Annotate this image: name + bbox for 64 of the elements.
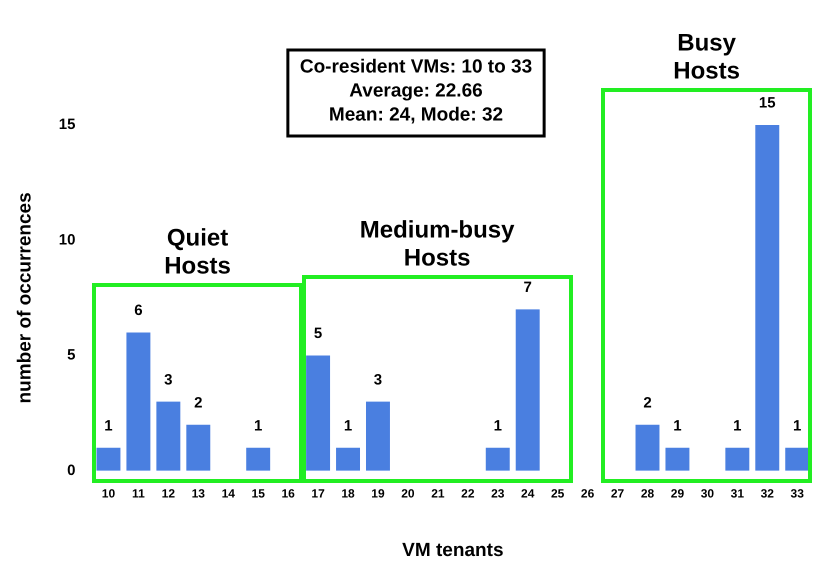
bar xyxy=(636,424,660,471)
x-tick-label: 33 xyxy=(790,486,804,500)
x-tick-label: 19 xyxy=(371,486,385,500)
x-tick-label: 28 xyxy=(640,486,654,500)
bar xyxy=(306,356,330,471)
y-tick-label: 10 xyxy=(58,231,76,248)
bar xyxy=(785,448,810,471)
x-tick-label: 30 xyxy=(700,486,714,500)
data-label: 3 xyxy=(374,371,382,388)
annotation: Co-resident VMs: 10 to 33 Average: 22.66 Mean: 24, Mode: 32 xyxy=(300,56,532,126)
y-tick-label: 15 xyxy=(58,116,76,134)
text: Busy Hosts xyxy=(673,30,740,85)
data-label: 6 xyxy=(134,302,143,320)
x-tick-label: 11 xyxy=(132,486,146,500)
data-label: 2 xyxy=(643,394,652,412)
bar xyxy=(366,402,390,471)
x-tick-label: 16 xyxy=(281,486,296,500)
y-axis-title: number of occurrences xyxy=(14,192,36,404)
bar xyxy=(186,424,210,471)
bar xyxy=(665,448,690,471)
annotation: Medium-busy Hosts xyxy=(360,216,516,272)
x-tick-label: 24 xyxy=(521,486,535,500)
data-label: 2 xyxy=(194,394,202,412)
data-label: 1 xyxy=(104,417,113,434)
data-label: 1 xyxy=(673,417,682,434)
bar xyxy=(96,448,120,471)
x-tick-label: 23 xyxy=(491,486,505,500)
y-tick-label: 0 xyxy=(67,462,76,479)
bar xyxy=(336,448,360,471)
bar xyxy=(126,332,150,471)
data-label: 1 xyxy=(254,417,262,434)
x-tick-label: 29 xyxy=(670,486,684,500)
bar xyxy=(156,402,180,471)
x-tick-label: 12 xyxy=(162,486,176,500)
x-tick-label: 22 xyxy=(461,486,475,500)
data-label: 15 xyxy=(758,94,776,112)
x-tick-label: 27 xyxy=(610,486,625,500)
x-tick-label: 21 xyxy=(431,486,445,500)
x-tick-label: 31 xyxy=(730,486,744,500)
bar xyxy=(755,125,780,471)
x-tick-label: 13 xyxy=(192,486,206,500)
data-label: 3 xyxy=(164,371,173,388)
bar xyxy=(725,448,750,471)
x-tick-label: 26 xyxy=(580,486,595,500)
annotation: Quiet Hosts xyxy=(164,224,231,280)
data-label: 1 xyxy=(733,417,742,434)
x-tick-label: 10 xyxy=(102,486,116,500)
data-label: 1 xyxy=(494,417,502,434)
bar xyxy=(516,309,540,471)
y-tick-label: 5 xyxy=(67,346,76,364)
data-label: 7 xyxy=(524,279,532,296)
x-tick-label: 18 xyxy=(341,486,356,500)
x-tick-label: 17 xyxy=(311,486,326,500)
bar xyxy=(486,448,510,471)
x-tick-label: 20 xyxy=(401,486,415,500)
data-label: 5 xyxy=(314,325,322,342)
x-tick-label: 25 xyxy=(550,486,565,500)
data-label: 1 xyxy=(344,417,352,434)
data-label: 1 xyxy=(793,417,802,434)
x-axis-title: VM tenants xyxy=(402,540,504,561)
x-tick-label: 15 xyxy=(252,486,266,500)
x-tick-label: 14 xyxy=(222,486,236,500)
x-tick-label: 32 xyxy=(760,486,774,500)
bar xyxy=(246,448,270,471)
